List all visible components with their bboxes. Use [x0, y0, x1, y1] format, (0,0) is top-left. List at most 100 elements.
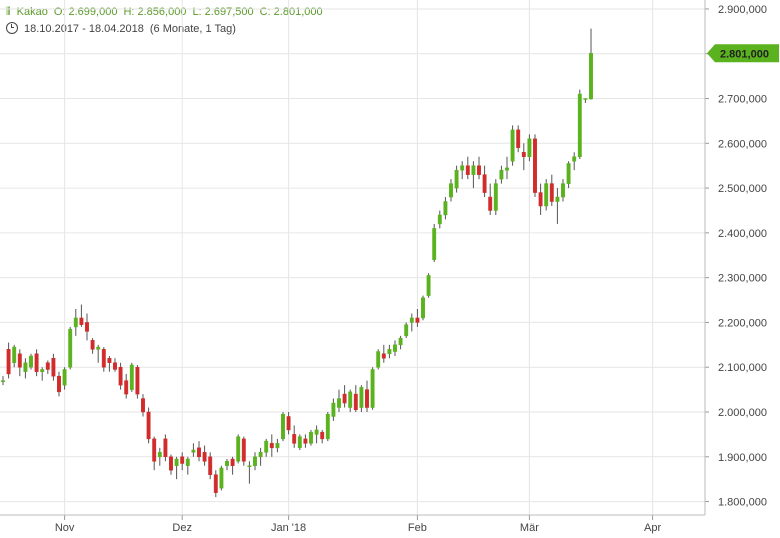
- candle-down: [90, 340, 95, 350]
- candle-up: [471, 165, 476, 175]
- candle-up: [325, 413, 330, 440]
- candle-down: [107, 358, 112, 363]
- candle-down: [51, 358, 56, 377]
- candlestick-icon: ⫴: [6, 6, 11, 18]
- candle-up: [409, 317, 414, 323]
- candle-up: [510, 129, 515, 162]
- candle-up: [449, 183, 453, 198]
- x-tick-label: Dez: [172, 522, 192, 534]
- candle-up: [460, 165, 465, 171]
- candle-up: [398, 337, 403, 346]
- candle-up: [253, 456, 257, 466]
- x-tick-label: Mär: [520, 522, 539, 534]
- candle-down: [163, 438, 168, 458]
- y-tick-label: 1.800,000: [718, 497, 767, 509]
- y-tick-label: 2.400,000: [718, 228, 767, 240]
- candle-down: [79, 317, 84, 325]
- y-tick-label: 2.600,000: [718, 138, 767, 150]
- candle-down: [45, 362, 50, 370]
- candle-down: [85, 322, 89, 332]
- y-tick-label: 2.700,000: [718, 94, 767, 106]
- candle-up: [219, 467, 224, 489]
- candle-down: [516, 129, 521, 149]
- last-value-label: 2.801,000: [720, 48, 769, 60]
- candle-up: [387, 349, 392, 355]
- candle-up: [314, 429, 319, 435]
- candle-up: [264, 440, 269, 453]
- candle-up: [505, 167, 509, 171]
- candle-up: [157, 452, 162, 458]
- candle-down: [57, 375, 61, 393]
- candle-down: [146, 411, 151, 440]
- candle-up: [527, 138, 532, 157]
- candle-down: [415, 317, 420, 323]
- candle-up: [577, 93, 582, 157]
- candle-up: [185, 458, 190, 466]
- candle-down: [34, 353, 39, 372]
- candle-up: [247, 465, 252, 467]
- candle-up: [555, 196, 560, 202]
- candle-down: [118, 366, 123, 386]
- candle-up: [12, 346, 17, 363]
- candle-down: [549, 183, 554, 202]
- clock-icon: [6, 22, 18, 34]
- candle-up: [129, 364, 134, 390]
- candle-down: [241, 438, 246, 462]
- candle-up: [40, 369, 45, 372]
- candle-down: [124, 380, 129, 395]
- candle-up: [544, 183, 549, 207]
- x-tick-label: Jan '18: [271, 522, 306, 534]
- candle-up: [561, 183, 565, 198]
- y-tick-label: 2.100,000: [718, 362, 767, 374]
- candle-down: [230, 458, 235, 466]
- candle-up: [62, 369, 67, 386]
- candle-up: [348, 391, 353, 408]
- period-label: (6 Monate, 1 Tag): [149, 23, 236, 35]
- candle-up: [73, 317, 78, 328]
- y-tick-label: 2.900,000: [718, 4, 767, 16]
- candle-down: [141, 398, 145, 413]
- candle-up: [426, 275, 431, 296]
- candle-up: [454, 169, 459, 189]
- candle-down: [488, 196, 493, 211]
- candle-down: [482, 174, 487, 193]
- candle-up: [281, 413, 285, 440]
- candle-up: [331, 402, 336, 417]
- y-tick-label: 2.300,000: [718, 273, 767, 285]
- candle-up: [370, 369, 375, 408]
- candle-down: [197, 447, 201, 458]
- candle-down: [180, 456, 185, 464]
- candle-up: [309, 431, 313, 444]
- candle-up: [572, 156, 577, 162]
- candle-down: [533, 138, 537, 193]
- candle-down: [113, 362, 117, 370]
- candle-down: [342, 393, 347, 404]
- candle-up: [583, 98, 588, 100]
- header-range: 18.10.2017 - 18.04.2018 (6 Monate, 1 Tag): [6, 22, 242, 35]
- candle-up: [359, 387, 364, 408]
- candle-down: [286, 416, 291, 431]
- candle-down: [269, 443, 274, 449]
- candle-down: [538, 192, 543, 207]
- candle-up: [443, 201, 448, 216]
- candle-up: [174, 458, 179, 466]
- candle-down: [169, 456, 173, 471]
- candle-up: [493, 183, 498, 211]
- candle-down: [135, 366, 140, 395]
- candle-up: [68, 328, 73, 368]
- candle-up: [432, 228, 437, 260]
- x-tick-label: Apr: [644, 522, 661, 534]
- candle-up: [1, 380, 5, 382]
- candle-up: [275, 443, 280, 449]
- candle-up: [225, 461, 229, 466]
- candle-up: [421, 297, 425, 319]
- candle-down: [213, 474, 218, 493]
- candle-up: [337, 398, 341, 408]
- candle-down: [292, 434, 297, 444]
- candle-up: [393, 344, 397, 352]
- candle-up: [96, 346, 101, 350]
- candle-down: [365, 389, 369, 408]
- candle-up: [499, 169, 504, 180]
- candle-up: [404, 324, 409, 337]
